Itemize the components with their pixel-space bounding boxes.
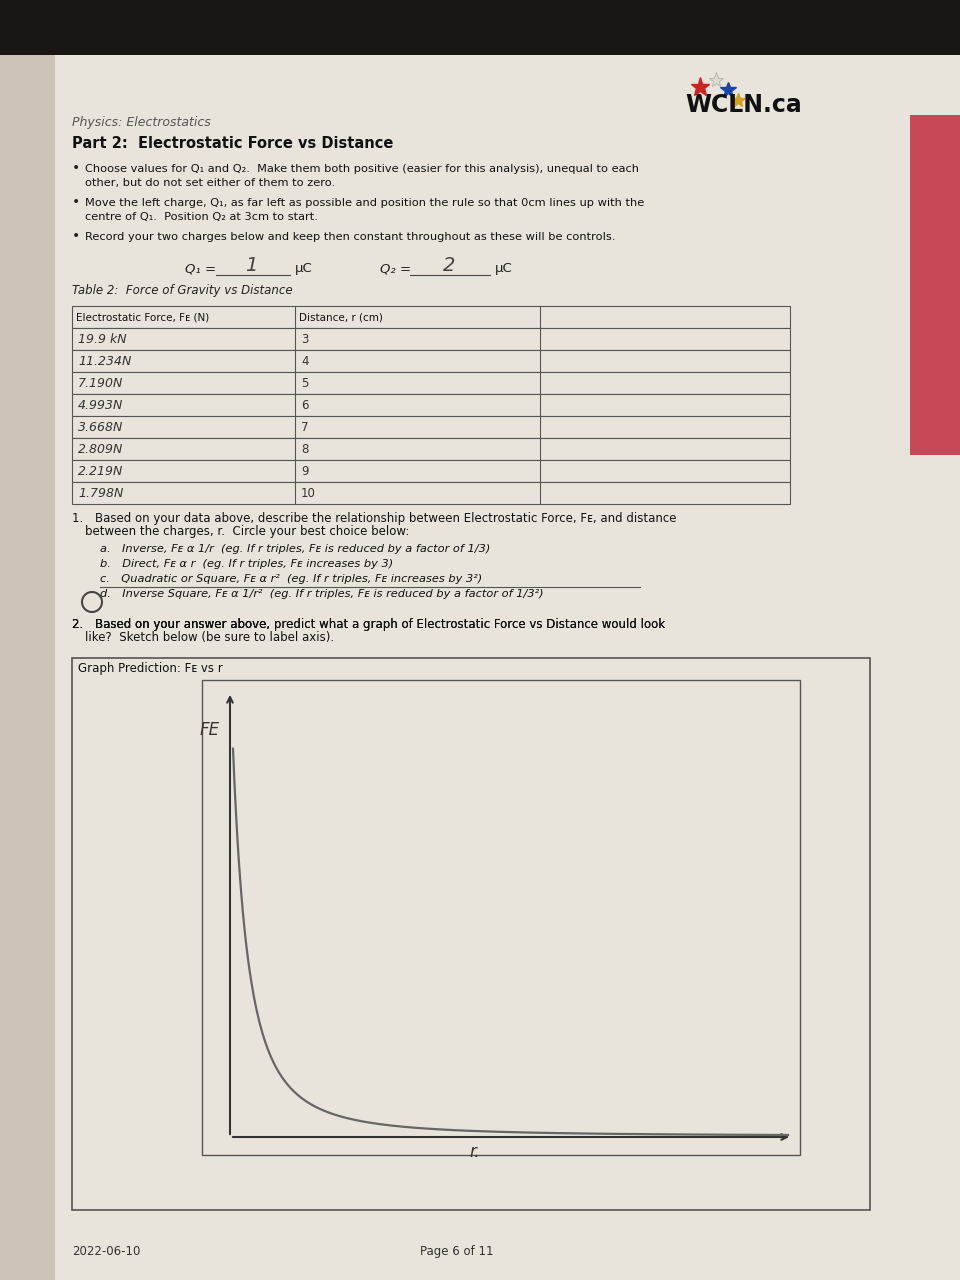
Text: 10: 10 [301, 486, 316, 500]
Bar [72, 416, 790, 438]
Text: 1.798N: 1.798N [78, 486, 124, 500]
Text: FE: FE [200, 721, 220, 739]
Text: 3.668N: 3.668N [78, 421, 124, 434]
Text: 4.993N: 4.993N [78, 399, 124, 412]
Bar [72, 483, 790, 504]
Text: 1. Based on your data above, describe the relationship between Electrostatic For: 1. Based on your data above, describe th… [72, 512, 677, 525]
Bar [0, 0, 960, 60]
Text: Choose values for Q₁ and Q₂.  Make them both positive (easier for this analysis): Choose values for Q₁ and Q₂. Make them b… [85, 164, 639, 174]
Text: Move the left charge, Q₁, as far left as possible and position the rule so that : Move the left charge, Q₁, as far left as… [85, 198, 644, 207]
Bar [72, 658, 870, 1210]
Text: 2. Based on your answer above,: 2. Based on your answer above, [72, 618, 274, 631]
Bar [202, 680, 800, 1155]
Text: 3: 3 [301, 333, 308, 346]
Text: WCLN.ca: WCLN.ca [685, 93, 802, 116]
Text: μC: μC [295, 262, 313, 275]
Text: d. Inverse Square, Fᴇ α 1/r²  (eg. If r triples, Fᴇ is reduced by a factor of 1/: d. Inverse Square, Fᴇ α 1/r² (eg. If r t… [100, 589, 543, 599]
Text: 6: 6 [301, 399, 308, 412]
Text: 2022-06-10: 2022-06-10 [72, 1245, 140, 1258]
Bar [72, 438, 790, 460]
Bar [910, 55, 960, 454]
Text: Electrostatic Force, Fᴇ (N): Electrostatic Force, Fᴇ (N) [76, 312, 209, 323]
Text: 1: 1 [245, 256, 257, 275]
Text: 2. Based on your answer above, predict what a graph of Electrostatic Force vs Di: 2. Based on your answer above, predict w… [72, 618, 665, 631]
Bar [72, 372, 790, 394]
Text: Q₁ =: Q₁ = [185, 262, 216, 275]
Text: •: • [72, 161, 81, 175]
Text: Physics: Electrostatics: Physics: Electrostatics [72, 116, 211, 129]
Text: 2.219N: 2.219N [78, 465, 124, 477]
Text: 8: 8 [301, 443, 308, 456]
Bar [72, 349, 790, 372]
Text: 2.809N: 2.809N [78, 443, 124, 456]
Text: 11.234N: 11.234N [78, 355, 132, 369]
Text: Graph Prediction: Fᴇ vs r: Graph Prediction: Fᴇ vs r [78, 662, 223, 675]
Text: r.: r. [469, 1143, 480, 1161]
Text: 9: 9 [301, 465, 308, 477]
Text: •: • [72, 229, 81, 243]
Text: 5: 5 [301, 378, 308, 390]
Text: b. Direct, Fᴇ α r  (eg. If r triples, Fᴇ increases by 3): b. Direct, Fᴇ α r (eg. If r triples, Fᴇ … [100, 559, 394, 570]
Text: other, but do not set either of them to zero.: other, but do not set either of them to … [85, 178, 335, 188]
Text: μC: μC [495, 262, 513, 275]
Text: between the charges, r.  Circle your best choice below:: between the charges, r. Circle your best… [85, 525, 409, 538]
Text: Q₂ =: Q₂ = [380, 262, 411, 275]
Text: Distance, r (cm): Distance, r (cm) [299, 312, 383, 323]
Bar [0, 55, 55, 1280]
Text: a. Inverse, Fᴇ α 1/r  (eg. If r triples, Fᴇ is reduced by a factor of 1/3): a. Inverse, Fᴇ α 1/r (eg. If r triples, … [100, 544, 491, 554]
Bar [72, 394, 790, 416]
Text: 2. Based on your answer above, predict what a graph of Electrostatic Force vs Di: 2. Based on your answer above, predict w… [72, 618, 665, 631]
Text: Page 6 of 11: Page 6 of 11 [420, 1245, 493, 1258]
Text: 2: 2 [443, 256, 455, 275]
Text: Part 2:  Electrostatic Force vs Distance: Part 2: Electrostatic Force vs Distance [72, 136, 394, 151]
Text: Table 2:  Force of Gravity vs Distance: Table 2: Force of Gravity vs Distance [72, 284, 293, 297]
Bar [72, 306, 790, 328]
Text: c. Quadratic or Square, Fᴇ α r²  (eg. If r triples, Fᴇ increases by 3²): c. Quadratic or Square, Fᴇ α r² (eg. If … [100, 573, 482, 584]
Text: 7.190N: 7.190N [78, 378, 124, 390]
Text: centre of Q₁.  Position Q₂ at 3cm to start.: centre of Q₁. Position Q₂ at 3cm to star… [85, 212, 318, 221]
Text: •: • [72, 195, 81, 209]
Bar [72, 328, 790, 349]
Text: 7: 7 [301, 421, 308, 434]
Text: like?  Sketch below (be sure to label axis).: like? Sketch below (be sure to label axi… [85, 631, 334, 644]
Bar [880, 55, 960, 115]
Bar [72, 460, 790, 483]
Text: Record your two charges below and keep then constant throughout as these will be: Record your two charges below and keep t… [85, 232, 615, 242]
Text: 4: 4 [301, 355, 308, 369]
Text: 19.9 kN: 19.9 kN [78, 333, 127, 346]
